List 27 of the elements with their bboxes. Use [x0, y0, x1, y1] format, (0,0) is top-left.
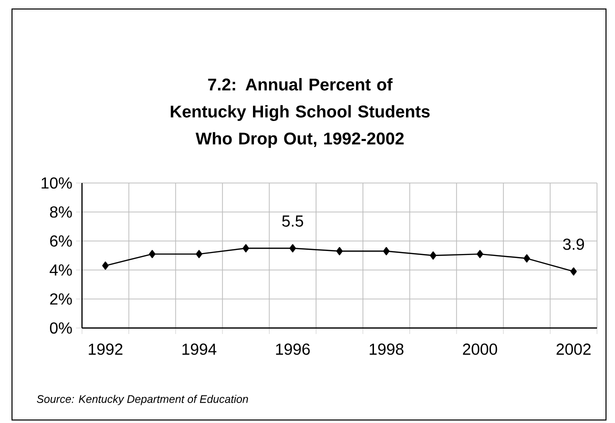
y-tick-label: 8% — [50, 206, 72, 218]
x-tick-label: 1992 — [88, 344, 122, 355]
point — [196, 250, 202, 258]
point — [570, 267, 577, 276]
data-label: 3.9 — [563, 238, 584, 250]
point — [524, 254, 530, 262]
text: Source: Kentucky Department of Education — [36, 394, 248, 406]
point — [476, 250, 484, 258]
y-tick-label: 2% — [50, 293, 72, 305]
data-label: 5.5 — [282, 216, 304, 227]
x-tick-label: 1994 — [182, 344, 216, 355]
y-tick-label: 10% — [42, 177, 72, 189]
point — [242, 244, 250, 252]
point — [383, 247, 390, 256]
x-tick-label: 1996 — [276, 344, 310, 355]
point — [336, 247, 343, 256]
x-tick-label: 2002 — [556, 344, 591, 355]
point — [149, 250, 156, 258]
y-tick-label: 6% — [50, 235, 72, 247]
x-tick-label: 2000 — [462, 344, 498, 355]
y-tick-label: 0% — [50, 322, 72, 334]
x-tick-label: 1998 — [370, 344, 404, 355]
point — [102, 262, 109, 270]
chart-title: 7.2: Annual Percent of Kentucky High School Students Who Drop Out, 1992-2002 — [170, 78, 430, 148]
point — [289, 244, 296, 252]
y-tick-label: 4% — [50, 264, 72, 276]
point — [430, 251, 436, 260]
